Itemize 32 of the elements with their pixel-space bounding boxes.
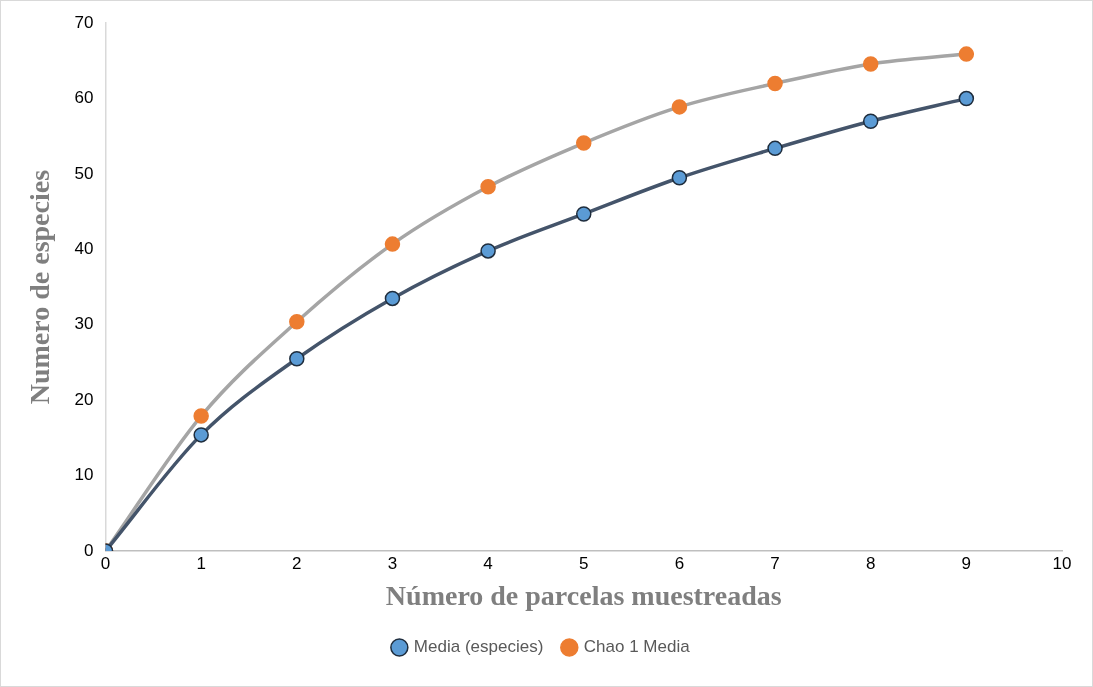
x-tick-label: 9: [961, 553, 972, 573]
point: [289, 350, 305, 367]
y-tick-label: 70: [74, 12, 94, 32]
x-tick-label: 2: [292, 553, 302, 573]
point: [384, 290, 401, 307]
x-tick-label: 3: [387, 553, 398, 573]
point: [767, 140, 783, 157]
x-tick-label: 10: [1052, 553, 1072, 573]
y-tick-label: 50: [74, 163, 94, 183]
y-tick-label: 20: [74, 389, 94, 409]
y-tick-label: 0: [84, 540, 94, 560]
point: [193, 427, 209, 443]
x-tick-label: 8: [865, 553, 876, 573]
y-axis-title: Numero de especies: [24, 169, 56, 405]
legend-label: Chao 1 Media: [583, 637, 691, 657]
y-tick-label: 10: [74, 465, 94, 485]
x-tick-label: 4: [483, 553, 493, 573]
legend-label: Media (especies): [413, 637, 544, 657]
x-tick-label: 5: [579, 553, 589, 573]
point: [862, 113, 879, 129]
x-tick-label: 1: [196, 553, 206, 573]
y-tick-label: 60: [74, 88, 94, 108]
x-tick-label: 7: [770, 553, 780, 573]
point: [671, 170, 688, 186]
point: [480, 243, 496, 259]
y-tick-label: 30: [74, 314, 94, 334]
x-tick-label: 0: [100, 553, 111, 573]
point: [958, 90, 975, 107]
x-axis-title: Número de parcelas muestreadas: [385, 580, 782, 612]
x-tick-label: 6: [674, 553, 685, 573]
y-tick-label: 40: [74, 239, 94, 259]
point: [576, 206, 592, 222]
